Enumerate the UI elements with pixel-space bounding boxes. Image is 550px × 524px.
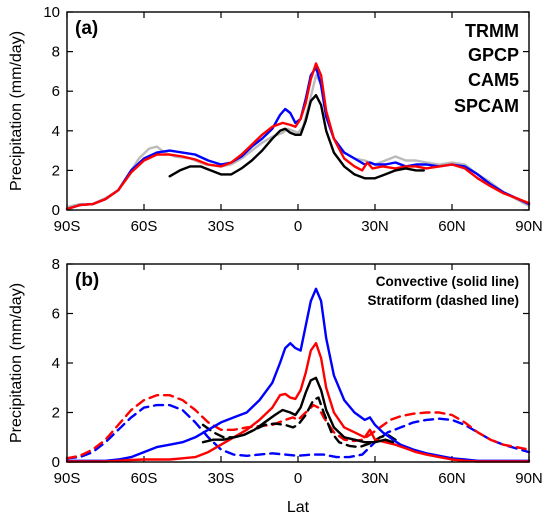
panel-a-xtick-label: 60S [131,218,158,235]
series-line-trmm-convective [201,376,395,444]
panel-b-xtick-label: 60N [438,470,466,487]
panel-a-ytick-label: 10 [43,4,60,21]
series-line-cam5 [65,66,531,211]
panel-a-ytick-label: 8 [52,44,60,61]
panel-a-frame [66,11,530,211]
panel-b-ytick-label: 2 [52,405,60,422]
panel-b: 90S 60S 30S 0 30N 60N 90N 0 2 4 6 8 (b) Convective … [8,256,543,516]
panel-a-ytick-label: 4 [52,123,60,140]
series-line-spcam-convective [65,342,531,463]
panel-b-ytick-label: 8 [52,256,60,273]
panel-a: 90S 60S 30S 0 30N 60N 90N 0 2 4 6 8 10 (a) Precipita… [8,4,543,235]
panel-b-ytick-label: 6 [52,306,60,323]
panel-b-series [65,287,531,463]
legend-entry-cam5: CAM5 [468,70,519,90]
panel-b-frame [66,263,530,463]
x-axis-label: Lat [287,499,310,516]
panel-a-xtick-label: 30S [208,218,235,235]
panel-a-series [65,62,531,211]
panel-b-xtick-label: 30N [361,470,389,487]
panel-b-ylabel: Precipitation (mm/day) [8,283,25,443]
series-line-trmm [168,94,425,180]
series-line-cam5-stratiform [65,403,531,460]
panel-a-xtick-label: 90S [54,218,81,235]
legend-entry-spcam: SPCAM [454,96,519,116]
annotation-convective: Convective (solid line) [376,274,519,289]
panel-a-xtick-label: 90N [515,218,543,235]
panel-b-ytick-label: 4 [52,355,60,372]
panel-b-xtick-label: 90N [515,470,543,487]
panel-b-label: (b) [75,270,99,291]
panel-a-ytick-label: 0 [52,202,60,219]
series-line-gpcp [65,74,531,209]
panel-b-xtick-label: 90S [54,470,81,487]
panel-a-ytick-label: 6 [52,83,60,100]
series-line-cam5-convective [65,287,531,462]
panel-b-ytick-label: 0 [52,454,60,471]
series-line-trmm-stratiform [201,396,397,449]
series-line-spcam-stratiform [65,394,531,460]
legend-entry-gpcp: GPCP [468,45,519,65]
panel-a-ytick-label: 2 [52,162,60,179]
panel-a-ylabel: Precipitation (mm/day) [8,31,25,191]
panel-b-ticks: 90S 60S 30S 0 30N 60N 90N 0 2 4 6 8 [52,256,543,487]
legend-entry-trmm: TRMM [465,21,519,41]
panel-a-xtick-label: 30N [361,218,389,235]
panel-a-xtick-label: 60N [438,218,466,235]
panel-b-xtick-label: 0 [294,470,302,487]
panel-b-xtick-label: 60S [131,470,158,487]
panel-a-xtick-label: 0 [294,218,302,235]
panel-b-xtick-label: 30S [208,470,235,487]
legend: TRMM GPCP CAM5 SPCAM [454,21,519,116]
panel-a-label: (a) [75,18,98,39]
annotation-stratiform: Stratiform (dashed line) [367,293,519,308]
panel-a-ticks: 90S 60S 30S 0 30N 60N 90N 0 2 4 6 8 10 [43,4,542,235]
series-line-spcam [65,62,531,211]
